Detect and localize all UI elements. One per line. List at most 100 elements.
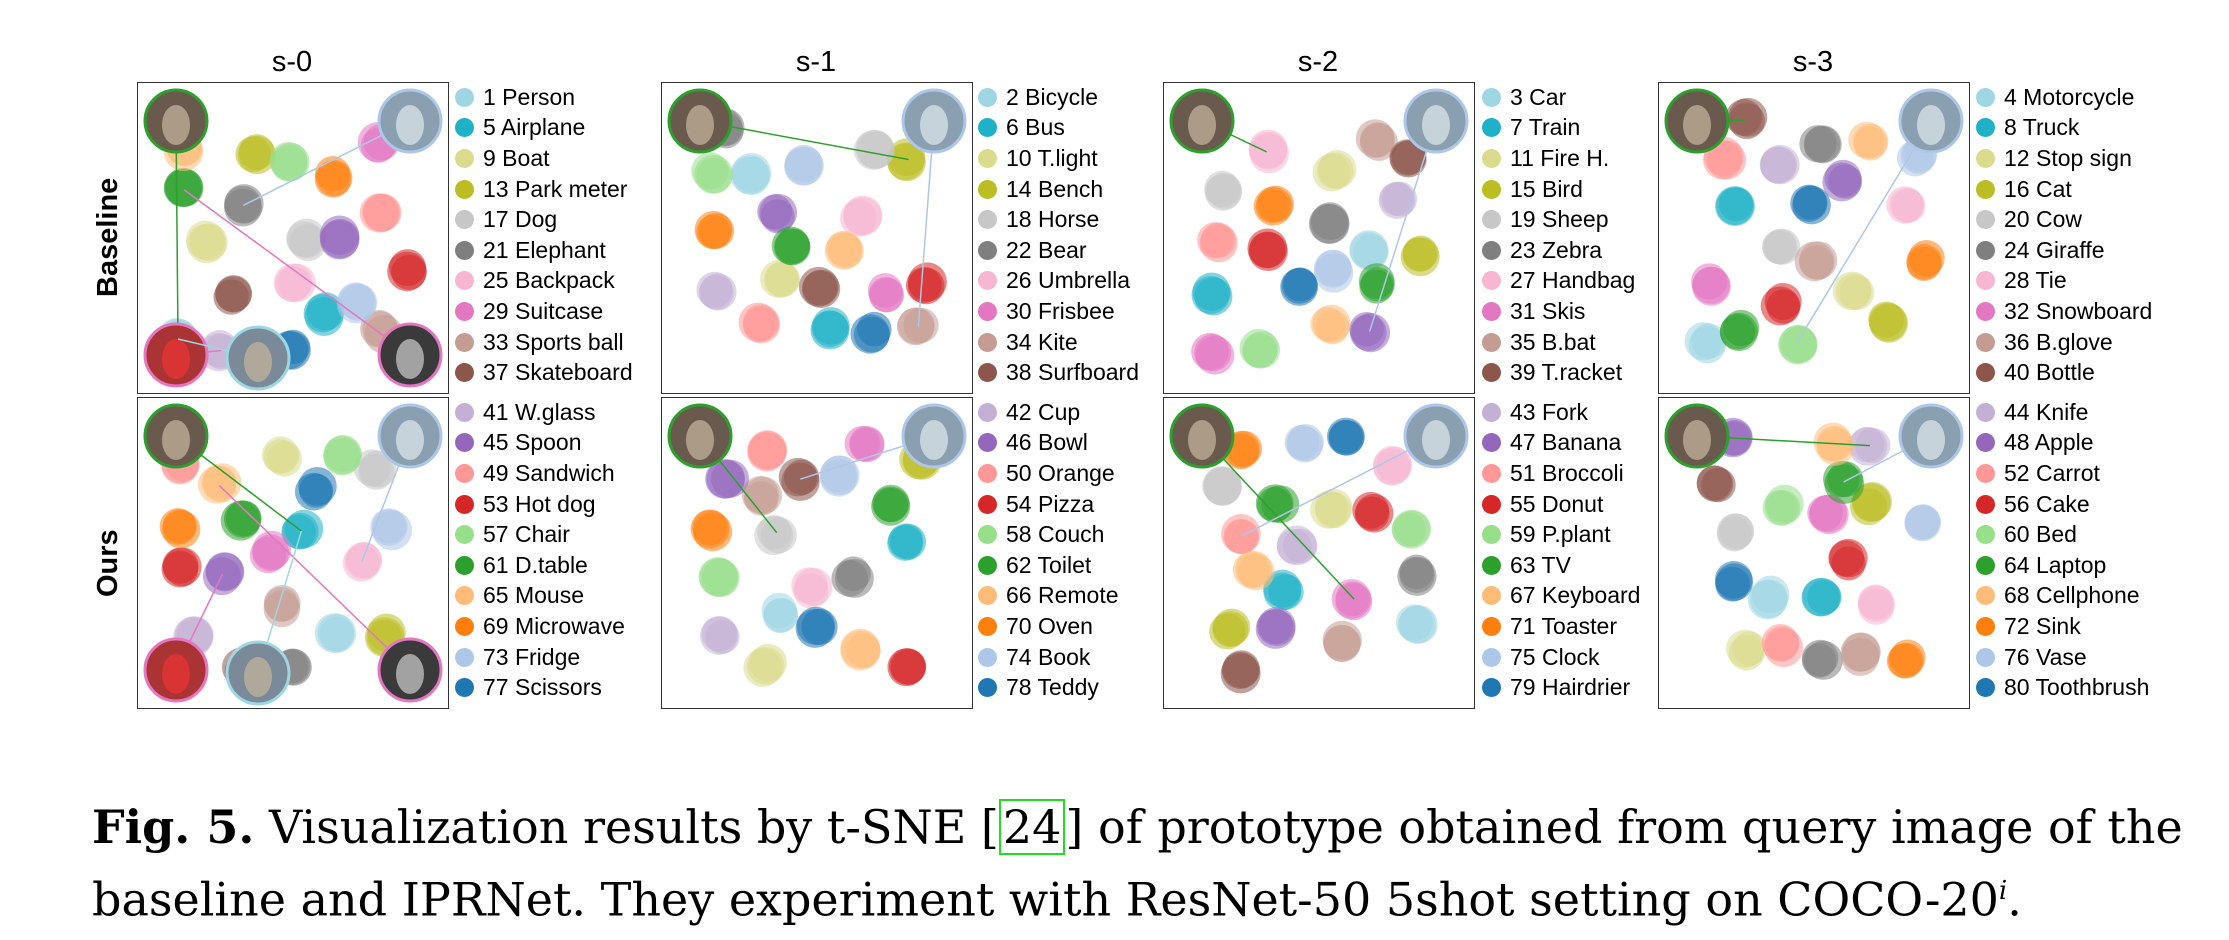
legend-label: 61 D.table — [483, 551, 588, 578]
legend-swatch-icon — [978, 179, 997, 199]
cluster-54-pizza — [905, 262, 947, 305]
legend-swatch-icon — [978, 678, 997, 698]
leader-line — [183, 189, 411, 356]
cluster-78-teddy — [795, 606, 838, 648]
legend-swatch-icon — [1482, 210, 1501, 230]
legend-label: 56 Cake — [2004, 490, 2090, 517]
legend-item: 28 Tie — [1976, 266, 2152, 297]
cluster-28-tie — [1857, 584, 1895, 625]
cluster-13-park-meter — [235, 134, 277, 175]
legend-item: 41 W.glass — [455, 397, 625, 428]
legend-item: 78 Teddy — [978, 672, 1119, 703]
legend-swatch-icon — [1976, 402, 1995, 422]
legend-item: 67 Keyboard — [1482, 581, 1640, 612]
thumbnail-content — [1188, 420, 1216, 460]
cluster-80-toothbrush — [1714, 561, 1754, 602]
legend-label: 7 Train — [1510, 114, 1581, 141]
legend-item: 48 Apple — [1976, 428, 2149, 459]
legend-label: 38 Surfboard — [1006, 359, 1139, 386]
legend-label: 1 Person — [483, 83, 576, 110]
cluster-10-t-light — [760, 259, 800, 299]
cluster-29-suitcase — [249, 530, 292, 574]
cluster-51-broccoli — [1221, 513, 1261, 555]
cluster-73-fridge — [336, 282, 378, 324]
cluster-53-hot-dog — [161, 547, 202, 588]
cluster-18-horse — [853, 129, 895, 170]
legend-swatch-icon — [1482, 616, 1501, 636]
legend-item: 19 Sheep — [1482, 204, 1635, 235]
legend-item: 34 Kite — [978, 327, 1139, 358]
legend-label: 67 Keyboard — [1510, 582, 1641, 609]
legend-swatch-icon — [1976, 647, 1995, 667]
legend-label: 53 Hot dog — [483, 490, 596, 517]
leader-line — [699, 120, 909, 161]
legend-item: 77 Scissors — [455, 672, 625, 703]
legend-swatch-icon — [455, 402, 474, 422]
legend-label: 8 Truck — [2004, 114, 2080, 141]
cluster-30-frisbee — [867, 273, 904, 313]
legend-swatch-icon — [1482, 402, 1501, 422]
legend-item: 43 Fork — [1482, 397, 1640, 428]
cluster-15-bird — [1400, 235, 1440, 277]
legend-swatch-icon — [455, 433, 474, 453]
legend-item: 49 Sandwich — [455, 458, 625, 489]
thumbnail-content — [396, 339, 424, 379]
cluster-48-apple — [1822, 159, 1863, 202]
thumbnail-content — [1917, 105, 1945, 145]
thumbnail-content — [686, 420, 714, 460]
cluster-62-toilet — [771, 226, 811, 266]
legend-label: 54 Pizza — [1006, 490, 1095, 517]
legend-item: 50 Orange — [978, 458, 1119, 489]
legend-item: 79 Hairdrier — [1482, 672, 1640, 703]
thumbnail-content — [1422, 420, 1450, 460]
legend-item: 42 Cup — [978, 397, 1119, 428]
cluster-32-snowboard — [1807, 494, 1849, 535]
legend-swatch-icon — [1976, 616, 1995, 636]
legend-item: 7 Train — [1482, 113, 1635, 144]
cluster-51-broccoli — [1197, 222, 1238, 263]
legend-s-2-top: 3 Car 7 Train 11 Fire H. 15 Bird 19 Sheep 23 … — [1482, 82, 1635, 388]
cluster-64-laptop — [1823, 460, 1865, 504]
legend-item: 53 Hot dog — [455, 489, 625, 520]
legend-item: 65 Mouse — [455, 581, 625, 612]
thumbnail-content — [686, 105, 714, 145]
cluster-3-car — [1395, 604, 1438, 645]
legend-swatch-icon — [1976, 363, 1995, 383]
legend-item: 75 Clock — [1482, 642, 1640, 673]
cluster-63-tv — [1358, 263, 1395, 304]
cluster-67-keyboard — [1232, 550, 1275, 591]
cluster-70-oven — [690, 509, 733, 552]
cluster-59-p-plant — [1239, 328, 1281, 369]
caption-text-2: of prototype obtained from query image o… — [92, 800, 2183, 927]
cluster-58-couch — [698, 557, 740, 598]
cluster-19-sheep — [1204, 170, 1243, 211]
legend-swatch-icon — [1976, 555, 1995, 575]
legend-label: 20 Cow — [2004, 206, 2082, 233]
legend-swatch-icon — [1482, 332, 1501, 352]
cluster-12-stop-sign — [1832, 271, 1875, 311]
legend-swatch-icon — [978, 433, 997, 453]
cluster-27-handbag — [1248, 129, 1289, 174]
cluster-45-spoon — [202, 552, 245, 596]
cluster-26-umbrella — [791, 567, 833, 609]
legend-label: 25 Backpack — [483, 267, 615, 294]
legend-label: 63 TV — [1510, 551, 1571, 578]
legend-item: 21 Elephant — [455, 235, 633, 266]
cluster-60-bed — [1778, 324, 1818, 365]
cluster-19-sheep — [1202, 466, 1242, 506]
legend-swatch-icon — [455, 494, 474, 514]
cluster-11-fire-h- — [1312, 150, 1357, 192]
legend-swatch-icon — [978, 463, 997, 483]
cluster-18-horse — [754, 515, 797, 556]
legend-label: 52 Carrot — [2004, 459, 2100, 486]
legend-swatch-icon — [455, 210, 474, 230]
cluster-55-donut — [1247, 228, 1288, 272]
cluster-47-banana — [1349, 312, 1391, 353]
legend-swatch-icon — [978, 87, 997, 107]
cluster-57-chair — [323, 435, 363, 476]
cluster-3-car — [1349, 230, 1389, 271]
legend-item: 45 Spoon — [455, 428, 625, 459]
citation-link[interactable]: 24 — [998, 799, 1066, 855]
legend-label: 51 Broccoli — [1510, 459, 1624, 486]
